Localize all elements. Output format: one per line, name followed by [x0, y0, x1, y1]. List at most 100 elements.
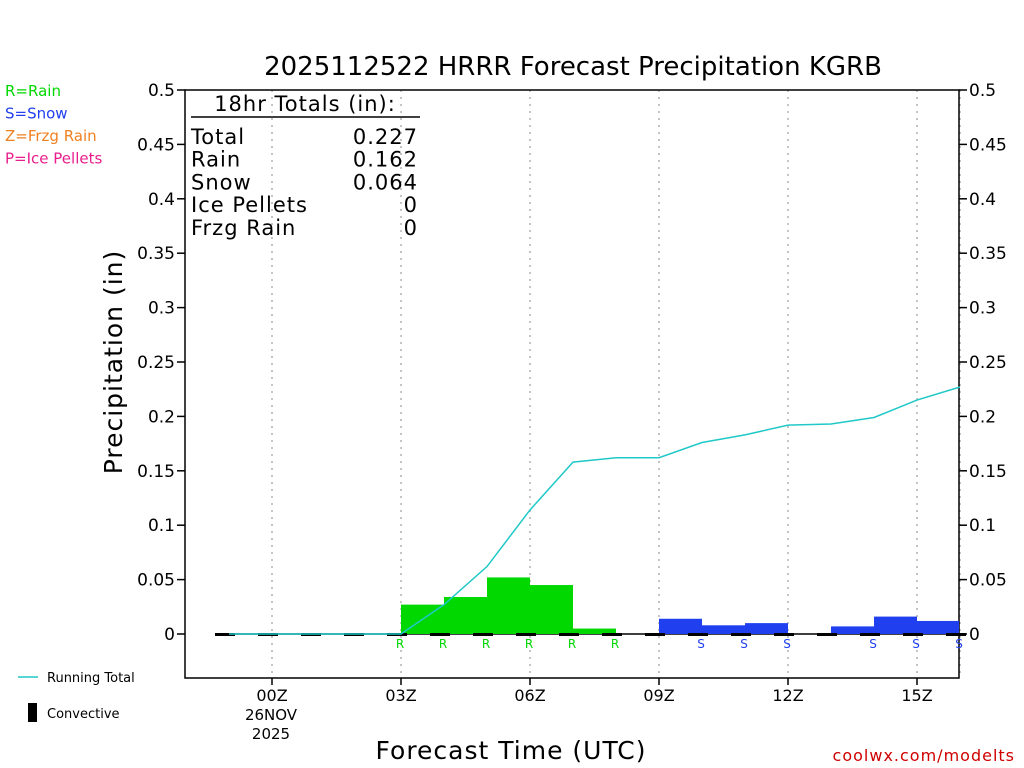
snow-bar — [917, 620, 959, 634]
convective-swatch — [28, 703, 37, 722]
totals-row-label: Rain — [191, 148, 241, 172]
x-tick-label: 15Z — [901, 686, 932, 705]
snow-bar — [745, 623, 788, 634]
precip-type-legend: R=Rain S=Snow Z=Frzg Rain P=Ice Pellets — [5, 82, 102, 168]
plot-frame — [184, 89, 960, 679]
totals-box: 18hr Totals (in): Total 0.227 Rain 0.162 Sno… — [190, 92, 420, 240]
running-total-line — [229, 386, 961, 635]
totals-row-value: 0.162 — [353, 148, 418, 172]
convective-bar — [860, 633, 880, 636]
y-tick-label: 0.35 — [969, 244, 1007, 264]
convective-bar — [688, 633, 708, 636]
legend-item: Running Total — [47, 671, 135, 686]
totals-row-label: Frzg Rain — [191, 216, 296, 240]
convective-bar — [946, 633, 966, 636]
chart-title: 2025112522 HRRR Forecast Precipitation K… — [264, 52, 882, 82]
snow-bar — [831, 626, 874, 634]
totals-row-label: Ice Pellets — [191, 193, 308, 217]
rain-bar — [487, 577, 530, 634]
y-tick-label: 0.2 — [148, 407, 175, 427]
precip-bars — [401, 577, 959, 634]
rain-bar — [573, 628, 616, 634]
y-tick-label: 0.1 — [969, 516, 996, 536]
snow-marker: S — [740, 637, 748, 651]
legend-item: Convective — [47, 707, 120, 722]
totals-row-value: 0 — [404, 216, 418, 240]
convective-bar — [903, 633, 923, 636]
y-tick-label: 0.15 — [969, 462, 1007, 482]
y-tick-label: 0.4 — [148, 190, 175, 210]
y-tick-label: 0.3 — [969, 299, 996, 319]
y-tick-label: 0 — [969, 625, 980, 645]
rain-marker: R — [396, 637, 404, 651]
rain-bar — [530, 585, 573, 634]
totals-row-label: Snow — [191, 170, 252, 194]
date-label-year: 2025 — [252, 725, 290, 743]
convective-bar — [731, 633, 751, 636]
y-tick-label: 0.25 — [969, 353, 1007, 373]
y-tick-label: 0.4 — [969, 190, 996, 210]
watermark: coolwx.com/modelts — [833, 746, 1015, 765]
totals-row-value: 0 — [404, 193, 418, 217]
x-tick-label: 09Z — [643, 686, 674, 705]
convective-bar — [559, 633, 579, 636]
convective-bar — [817, 633, 837, 636]
legend-item: Z=Frzg Rain — [5, 127, 97, 145]
y-axis-right: 0 0.05 0.1 0.15 0.2 0.25 0.3 0.35 0.4 0.45 0.5 — [959, 81, 1007, 645]
totals-row-label: Total — [190, 125, 245, 149]
x-tick-label: 03Z — [385, 686, 416, 705]
rain-marker: R — [439, 637, 447, 651]
legend-item: R=Rain — [5, 82, 61, 100]
x-tick-label: 12Z — [772, 686, 803, 705]
totals-row-value: 0.227 — [353, 125, 418, 149]
convective-bar — [516, 633, 536, 636]
convective-bar — [645, 633, 665, 636]
snow-bar — [874, 616, 917, 634]
x-tick-label: 06Z — [514, 686, 545, 705]
rain-marker: R — [525, 637, 533, 651]
x-tick-label: 00Z — [256, 686, 287, 705]
y-tick-label: 0.3 — [148, 299, 175, 319]
rain-bar — [444, 597, 487, 634]
date-label-day: 26NOV — [245, 706, 298, 724]
y-tick-label: 0.45 — [137, 135, 175, 155]
totals-row-value: 0.064 — [353, 170, 418, 194]
convective-bar — [774, 633, 794, 636]
y-axis-label: Precipitation (in) — [99, 250, 128, 475]
totals-heading: 18hr Totals (in): — [214, 92, 396, 116]
y-tick-label: 0.5 — [969, 81, 996, 101]
snow-bar — [702, 625, 745, 634]
y-tick-label: 0.05 — [137, 571, 175, 591]
legend-item: P=Ice Pellets — [5, 150, 102, 168]
y-tick-label: 0.2 — [969, 407, 996, 427]
rain-marker: R — [482, 637, 490, 651]
convective-bar — [602, 633, 622, 636]
snow-marker: S — [912, 637, 920, 651]
running-total-series — [229, 386, 961, 635]
gridlines — [271, 90, 961, 678]
x-axis: 00Z 03Z 06Z 09Z 12Z 15Z — [256, 678, 933, 705]
rain-marker: R — [611, 637, 619, 651]
snow-marker: S — [955, 637, 963, 651]
legend-item: S=Snow — [5, 105, 68, 123]
snow-marker: S — [869, 637, 877, 651]
y-tick-label: 0.45 — [969, 135, 1007, 155]
snow-marker: S — [783, 637, 791, 651]
y-tick-label: 0.05 — [969, 571, 1007, 591]
snow-marker: S — [697, 637, 705, 651]
y-tick-label: 0 — [164, 625, 175, 645]
convective-bar — [473, 633, 493, 636]
y-tick-label: 0.5 — [148, 81, 175, 101]
y-tick-label: 0.25 — [137, 353, 175, 373]
y-tick-label: 0.35 — [137, 244, 175, 264]
convective-bar — [430, 633, 450, 636]
snow-bar — [659, 618, 702, 634]
rain-marker: R — [568, 637, 576, 651]
series-legend: Running Total Convective — [18, 671, 135, 722]
x-axis-label: Forecast Time (UTC) — [376, 736, 647, 765]
y-tick-label: 0.15 — [137, 462, 175, 482]
y-axis-left: 0 0.05 0.1 0.15 0.2 0.25 0.3 0.35 0.4 0.45 0.5 — [137, 81, 185, 645]
convective-bar — [215, 633, 235, 636]
